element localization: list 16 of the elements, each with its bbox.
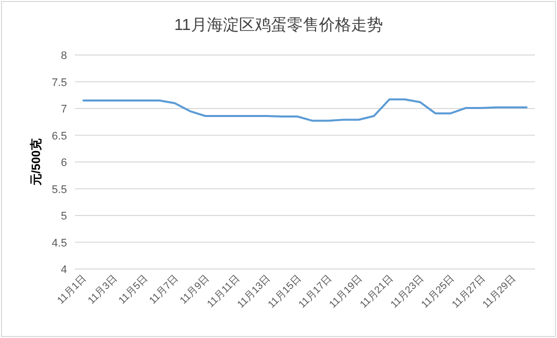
y-axis-title: 元/500克 (29, 137, 43, 187)
y-tick-label: 6 (60, 157, 67, 169)
y-tick-label: 4.5 (52, 237, 67, 250)
y-tick-label: 7 (60, 104, 67, 116)
x-tick-label: 11月3日 (86, 273, 120, 307)
x-tick-label: 11月7日 (148, 273, 181, 307)
y-tick-label: 8 (60, 50, 67, 62)
x-tick-label: 11月5日 (116, 273, 150, 307)
line-series (82, 98, 528, 122)
chart-title: 11月海淀区鸡蛋零售价格走势 (174, 16, 383, 34)
y-tick-label: 7.5 (52, 76, 67, 89)
y-tick-label: 6.5 (52, 130, 67, 142)
y-tick-label: 4 (60, 264, 67, 276)
x-tick-label: 11月1日 (56, 273, 89, 307)
y-tick-label: 5 (60, 210, 67, 222)
y-tick-label: 5.5 (52, 184, 67, 196)
